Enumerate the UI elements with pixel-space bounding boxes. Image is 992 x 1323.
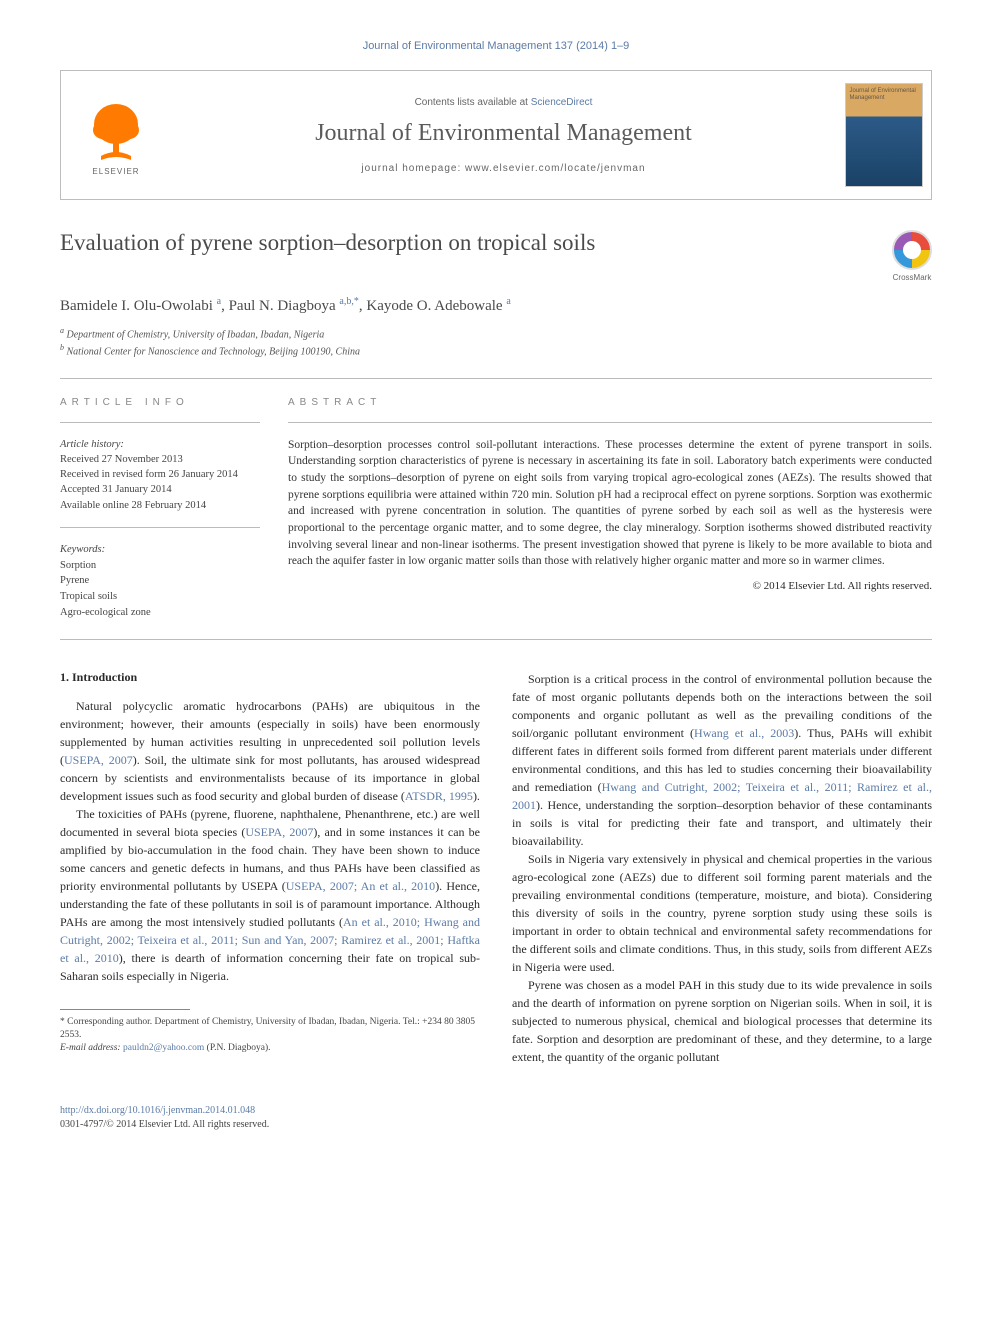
email-suffix: (P.N. Diagboya).: [204, 1043, 270, 1053]
citation-link[interactable]: USEPA, 2007: [245, 825, 313, 839]
keyword-item: Pyrene: [60, 573, 260, 589]
history-label: Article history:: [60, 437, 260, 452]
left-column: 1. Introduction Natural polycyclic aroma…: [60, 670, 480, 1066]
contents-line: Contents lists available at ScienceDirec…: [415, 97, 593, 108]
keyword-item: Tropical soils: [60, 589, 260, 605]
info-divider: [60, 527, 260, 528]
journal-name: Journal of Environmental Management: [315, 120, 692, 147]
authors-line: Bamidele I. Olu-Owolabi a, Paul N. Diagb…: [60, 296, 932, 315]
page-footer: http://dx.doi.org/10.1016/j.jenvman.2014…: [60, 1096, 932, 1132]
homepage-prefix: journal homepage:: [361, 163, 465, 174]
intro-paragraph: Soils in Nigeria vary extensively in phy…: [512, 850, 932, 976]
history-revised: Received in revised form 26 January 2014: [60, 467, 260, 482]
citation-link[interactable]: Hwang et al., 2003: [694, 726, 794, 740]
cover-thumb-title: Journal of Environmental Management: [850, 88, 918, 101]
footnote-rule: [60, 1009, 190, 1010]
publisher-label: ELSEVIER: [92, 167, 139, 176]
homepage-url[interactable]: www.elsevier.com/locate/jenvman: [465, 163, 646, 174]
keywords-block: Keywords: SorptionPyreneTropical soilsAg…: [60, 542, 260, 621]
journal-cover-thumb: Journal of Environmental Management: [845, 83, 923, 187]
email-line: E-mail address: pauldn2@yahoo.com (P.N. …: [60, 1042, 480, 1055]
right-column: Sorption is a critical process in the co…: [512, 670, 932, 1066]
publisher-logo-slot: ELSEVIER: [61, 71, 171, 199]
text-run: ).: [473, 789, 480, 803]
crossmark-badge[interactable]: CrossMark: [892, 230, 932, 282]
elsevier-tree-icon: ELSEVIER: [81, 90, 151, 180]
history-received: Received 27 November 2013: [60, 452, 260, 467]
keyword-item: Sorption: [60, 558, 260, 574]
article-history: Article history: Received 27 November 20…: [60, 437, 260, 513]
copyright-line: © 2014 Elsevier Ltd. All rights reserved…: [288, 580, 932, 592]
affiliations: a Department of Chemistry, University of…: [60, 325, 932, 360]
doi-link[interactable]: http://dx.doi.org/10.1016/j.jenvman.2014…: [60, 1104, 932, 1118]
abstract-label: ABSTRACT: [288, 397, 932, 408]
citation-link[interactable]: USEPA, 2007; An et al., 2010: [286, 879, 435, 893]
article-info-label: ARTICLE INFO: [60, 397, 260, 408]
intro-heading: 1. Introduction: [60, 670, 480, 685]
keywords-label: Keywords:: [60, 542, 260, 558]
corresponding-author-note: * Corresponding author. Department of Ch…: [60, 1016, 480, 1043]
crossmark-label: CrossMark: [893, 273, 932, 282]
journal-banner: ELSEVIER Contents lists available at Sci…: [60, 70, 932, 200]
email-label: E-mail address:: [60, 1043, 123, 1053]
citation-link[interactable]: USEPA, 2007: [64, 753, 133, 767]
cover-thumb-slot: Journal of Environmental Management: [836, 71, 931, 199]
issn-line: 0301-4797/© 2014 Elsevier Ltd. All right…: [60, 1118, 932, 1132]
history-online: Available online 28 February 2014: [60, 498, 260, 513]
article-info-column: ARTICLE INFO Article history: Received 2…: [60, 397, 260, 621]
email-link[interactable]: pauldn2@yahoo.com: [123, 1043, 204, 1053]
article-title: Evaluation of pyrene sorption–desorption…: [60, 230, 595, 256]
footnotes: * Corresponding author. Department of Ch…: [60, 1016, 480, 1056]
body-columns: 1. Introduction Natural polycyclic aroma…: [60, 670, 932, 1066]
affiliation-line: a Department of Chemistry, University of…: [60, 325, 932, 342]
keyword-item: Agro-ecological zone: [60, 605, 260, 621]
banner-center: Contents lists available at ScienceDirec…: [171, 71, 836, 199]
affiliation-line: b National Center for Nanoscience and Te…: [60, 342, 932, 359]
abstract-column: ABSTRACT Sorption–desorption processes c…: [288, 397, 932, 621]
running-head: Journal of Environmental Management 137 …: [60, 40, 932, 52]
contents-prefix: Contents lists available at: [415, 97, 531, 108]
citation-link[interactable]: ATSDR, 1995: [405, 789, 473, 803]
sciencedirect-link[interactable]: ScienceDirect: [531, 97, 593, 108]
history-accepted: Accepted 31 January 2014: [60, 482, 260, 497]
journal-homepage: journal homepage: www.elsevier.com/locat…: [361, 163, 645, 174]
abstract-divider: [288, 422, 932, 423]
text-run: ), there is dearth of information concer…: [60, 951, 480, 983]
intro-paragraph: Pyrene was chosen as a model PAH in this…: [512, 976, 932, 1066]
info-divider: [60, 422, 260, 423]
crossmark-icon: [892, 230, 932, 270]
intro-paragraph: Sorption is a critical process in the co…: [512, 670, 932, 850]
intro-paragraph: Natural polycyclic aromatic hydrocarbons…: [60, 697, 480, 805]
abstract-text: Sorption–desorption processes control so…: [288, 437, 932, 570]
text-run: ). Hence, understanding the sorption–des…: [512, 798, 932, 848]
intro-paragraph: The toxicities of PAHs (pyrene, fluorene…: [60, 805, 480, 985]
